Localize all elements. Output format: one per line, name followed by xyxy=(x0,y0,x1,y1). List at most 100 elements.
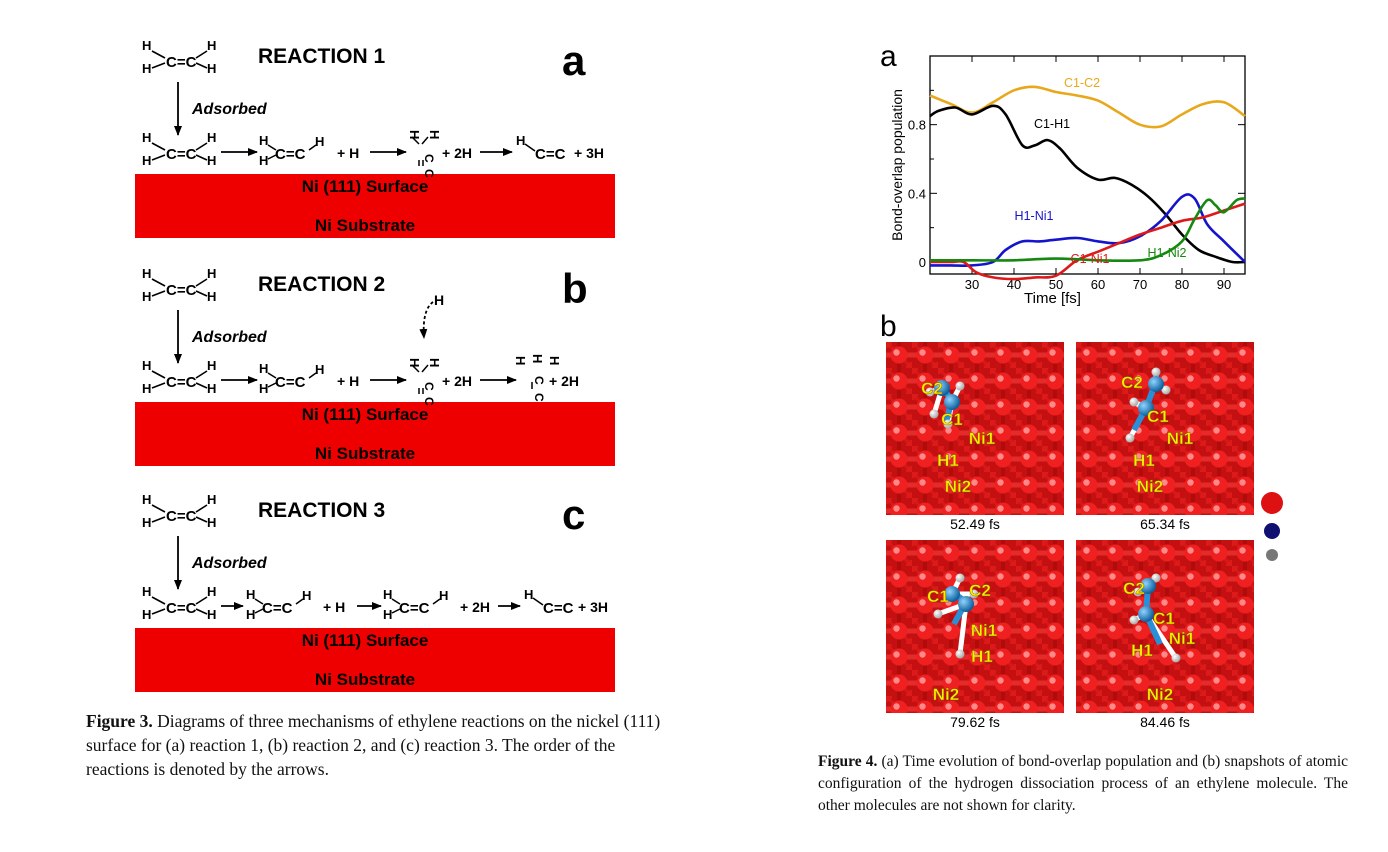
atom-h: H xyxy=(513,356,528,365)
y-tick-label: 0 xyxy=(919,255,926,270)
atom-h: H xyxy=(246,607,255,622)
atom-h: H xyxy=(142,358,151,373)
bond-line xyxy=(151,50,166,59)
c-double-bond-c: C=C xyxy=(166,374,197,391)
figure-4-caption: Figure 4. (a) Time evolution of bond-ove… xyxy=(818,751,1348,817)
series-line-h1-ni2 xyxy=(930,197,1246,263)
ni-111-surface-label: Ni (111) Surface xyxy=(302,631,429,650)
x-tick-label: 60 xyxy=(1091,277,1105,292)
bond-line xyxy=(308,372,317,379)
adsorbed-label: Adsorbed xyxy=(191,101,268,118)
atom-h: H xyxy=(207,38,216,53)
bond-line xyxy=(432,598,441,605)
ni-lattice-image xyxy=(1076,540,1254,713)
atom-label-ni2: Ni2 xyxy=(933,685,959,704)
plus-2h: + 2H xyxy=(549,373,579,389)
y-axis-label: Bond-overlap population xyxy=(889,89,905,241)
atom-label-c2: C2 xyxy=(969,581,991,600)
atom-h: H xyxy=(246,587,255,602)
y-tick-label: 0.8 xyxy=(908,118,926,133)
c-double-bond-c: C=C xyxy=(275,146,306,163)
x-tick-label: 70 xyxy=(1133,277,1147,292)
carbon-atom xyxy=(1140,578,1156,594)
bond-line xyxy=(195,516,208,523)
plus-h: + H xyxy=(323,599,345,615)
y-tick-label: 0.4 xyxy=(908,186,926,201)
ni-lattice-image xyxy=(886,540,1064,713)
c-double-bond-c: C=C xyxy=(535,146,566,163)
ni-surface-block xyxy=(135,628,615,692)
series-label-c1-h1: C1-H1 xyxy=(1034,117,1070,131)
atom-h: H xyxy=(142,584,151,599)
carbon-atom xyxy=(934,380,950,396)
x-tick-label: 40 xyxy=(1007,277,1021,292)
ni-surface-block xyxy=(135,174,615,238)
c-double-bond-c: C=C xyxy=(275,374,306,391)
hydrogen-atom xyxy=(969,589,979,599)
plus-2h: + 2H xyxy=(442,145,472,161)
acetylide-fragment: H C=C xyxy=(524,587,574,617)
bond-line xyxy=(195,504,208,513)
hydrogen-atom xyxy=(955,381,965,391)
ni-surface-block xyxy=(135,402,615,466)
bond-line xyxy=(267,144,277,151)
atom-label-h1: H1 xyxy=(937,451,959,470)
atom-h: H xyxy=(207,515,216,530)
plus-h: + H xyxy=(337,145,359,161)
atom-h: H xyxy=(142,61,151,76)
series-label-h1-ni1: H1-Ni1 xyxy=(1015,209,1054,223)
atom-h: H xyxy=(407,130,422,139)
carbon-atom xyxy=(1138,606,1154,622)
hydrogen-atom xyxy=(933,609,943,619)
snapshot-time-label: 79.62 fs xyxy=(950,714,1000,730)
adsorbed-label: Adsorbed xyxy=(191,329,268,346)
bond-line xyxy=(195,596,208,605)
snapshot-time-label: 65.34 fs xyxy=(1140,516,1190,532)
bond-line xyxy=(195,62,208,69)
snapshot-panel-3: C2 C1 Ni1 H1 Ni2 xyxy=(886,540,1064,713)
bond-line xyxy=(151,278,166,287)
bond-line xyxy=(254,608,264,614)
bond-line xyxy=(151,516,166,523)
atom-h: H xyxy=(427,130,442,139)
bond-line xyxy=(411,364,420,373)
bond-line xyxy=(267,154,277,160)
plus-2h: + 2H xyxy=(442,373,472,389)
atom-h: H xyxy=(315,134,324,149)
bond-line xyxy=(254,598,264,605)
bond-line xyxy=(151,596,166,605)
atom-h: H xyxy=(207,584,216,599)
atom-label-ni2: Ni2 xyxy=(945,477,971,496)
carbon-atom xyxy=(1138,400,1154,416)
carbon-atom xyxy=(958,596,974,612)
reaction-title: REACTION 1 xyxy=(258,45,386,68)
atom-c: C xyxy=(532,376,546,385)
hydrogen-atom xyxy=(1151,367,1161,377)
ni-lattice-image xyxy=(886,342,1064,515)
atom-h: H xyxy=(259,361,268,376)
ethylene-molecule: HH C=CHH xyxy=(142,130,216,168)
ni-111-surface-label: Ni (111) Surface xyxy=(302,405,429,424)
c-double-bond-c: C=C xyxy=(543,600,574,617)
series-label-h1-ni2: H1-Ni2 xyxy=(1148,246,1187,260)
atom-label-c1: C1 xyxy=(927,587,949,606)
incoming-h: H xyxy=(434,292,444,308)
bond-line xyxy=(151,142,166,151)
atom-h: H xyxy=(259,153,268,168)
plus-2h: + 2H xyxy=(460,599,490,615)
atom-h: H xyxy=(207,289,216,304)
atom-h: H xyxy=(516,133,525,148)
bond-line xyxy=(195,608,208,615)
carbon-atom xyxy=(1148,376,1164,392)
hydrogen-atom xyxy=(1125,433,1135,443)
atom-h: H xyxy=(207,492,216,507)
atom-h: H xyxy=(547,356,562,365)
bond-line xyxy=(195,382,208,389)
hydrogen-atom xyxy=(1151,573,1161,583)
adsorbed-fragment: H H CC xyxy=(407,358,442,406)
ethylene-molecule: HH C=CHH xyxy=(142,584,216,622)
